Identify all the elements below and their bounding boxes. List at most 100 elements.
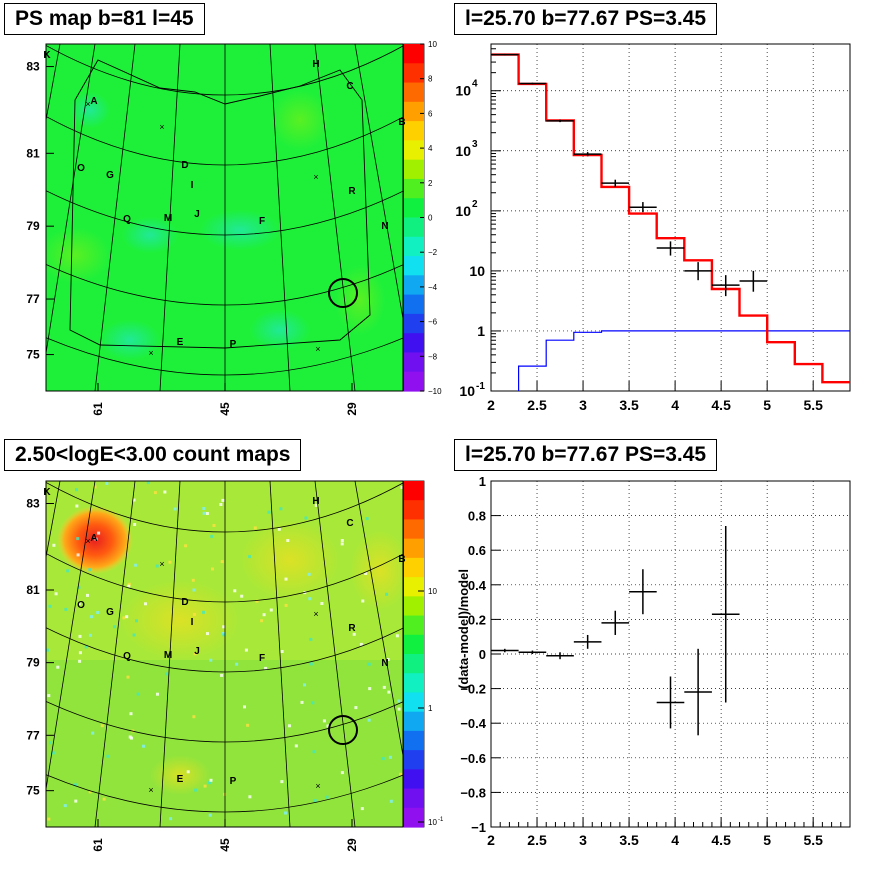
- noise-pixel: [220, 673, 224, 677]
- residual-panel: 2 2.5 3 3.5 4 4.5 5 5.5 1 0.8 0.6 0.4 0.2 0 −0.2 −0.4 −0…: [456, 474, 851, 848]
- colorbar-swatch: [404, 807, 424, 828]
- noise-pixel: [51, 751, 55, 755]
- noise-pixel: [91, 731, 95, 735]
- noise-pixel: [221, 498, 225, 502]
- noise-pixel: [90, 615, 93, 619]
- noise-pixel: [220, 560, 224, 564]
- residual-x-tick-label: 5: [763, 832, 771, 848]
- noise-pixel: [280, 780, 284, 784]
- count-map-grid: [46, 481, 403, 827]
- source-label: R: [348, 623, 356, 634]
- noise-pixel: [64, 607, 68, 611]
- noise-pixel: [206, 632, 209, 636]
- map-y-tick-label: 83: [26, 60, 40, 74]
- noise-pixel: [284, 811, 287, 815]
- residual-y-tick-label: 0.6: [468, 543, 486, 558]
- residual-x-tick-label: 2: [487, 832, 495, 848]
- source-label: F: [259, 653, 265, 664]
- noise-pixel: [262, 613, 266, 617]
- source-label: Q: [123, 214, 131, 225]
- noise-pixel: [235, 662, 239, 666]
- colorbar-swatch: [404, 371, 424, 392]
- residual-y-tick-label: −1: [471, 820, 486, 835]
- colorbar-swatch: [404, 275, 424, 296]
- colorbar-tick-label: 10: [428, 40, 437, 49]
- noise-pixel: [307, 572, 311, 576]
- source-label: F: [259, 216, 265, 227]
- noise-pixel: [222, 633, 226, 637]
- source-label: D: [181, 160, 188, 171]
- source-cross-marker: ×: [85, 536, 90, 546]
- noise-pixel: [84, 645, 88, 649]
- colorbar-swatch: [404, 101, 424, 122]
- map-y-tick-label: 83: [26, 496, 40, 510]
- source-label: Q: [123, 651, 131, 662]
- noise-pixel: [219, 503, 223, 506]
- noise-pixel: [202, 610, 205, 614]
- noise-pixel: [169, 817, 173, 821]
- noise-pixel: [260, 619, 264, 623]
- source-label: J: [194, 646, 200, 657]
- colorbar-swatch: [404, 178, 424, 199]
- source-label: A: [90, 533, 97, 544]
- noise-pixel: [46, 648, 49, 652]
- colorbar-swatch: [404, 769, 424, 790]
- noise-pixel: [382, 685, 386, 689]
- colorbar-swatch: [404, 121, 424, 141]
- noise-pixel: [125, 615, 129, 619]
- noise-pixel: [280, 650, 284, 653]
- noise-pixel: [294, 744, 298, 748]
- colorbar-tick-label: 6: [428, 109, 433, 118]
- noise-pixel: [211, 567, 214, 571]
- noise-pixel: [397, 707, 401, 711]
- noise-pixel: [312, 750, 316, 754]
- noise-pixel: [105, 482, 109, 485]
- colorbar-swatch: [404, 692, 424, 713]
- map-y-tick-label: 75: [26, 348, 40, 362]
- source-cross-marker: ×: [148, 348, 153, 358]
- colorbar-swatch: [404, 217, 424, 238]
- noise-pixel: [153, 491, 157, 495]
- noise-pixel: [314, 503, 318, 507]
- noise-pixel: [75, 504, 79, 508]
- spectrum-y-tick-exponent: 4: [472, 79, 478, 90]
- noise-pixel: [400, 485, 403, 489]
- noise-pixel: [156, 692, 159, 696]
- noise-pixel: [203, 784, 207, 788]
- residual-frame: [490, 480, 851, 828]
- noise-pixel: [284, 577, 288, 581]
- source-label: C: [346, 81, 353, 92]
- noise-pixel: [173, 507, 177, 511]
- spectrum-x-tick-label: 3: [579, 397, 587, 413]
- noise-pixel: [320, 602, 324, 605]
- noise-pixel: [322, 719, 326, 723]
- map-x-tick-label: 29: [345, 402, 359, 416]
- colorbar-tick-label: 8: [428, 75, 433, 84]
- noise-pixel: [142, 744, 145, 748]
- residual-x-tick-label: 4: [671, 832, 679, 848]
- spectrum-y-tick-label: 10: [455, 203, 471, 219]
- noise-pixel: [77, 602, 81, 606]
- noise-pixel: [86, 593, 89, 597]
- map-y-tick-label: 77: [26, 292, 40, 306]
- noise-pixel: [395, 634, 399, 638]
- noise-pixel: [360, 807, 364, 811]
- source-label: E: [177, 337, 184, 348]
- noise-pixel: [186, 770, 190, 774]
- colorbar-swatch: [404, 198, 424, 219]
- noise-pixel: [47, 817, 51, 821]
- residual-y-tick-label: 0.4: [468, 578, 487, 593]
- source-label: B: [398, 554, 405, 565]
- noise-pixel: [244, 648, 248, 652]
- residual-x-tick-label: 4.5: [711, 832, 731, 848]
- residual-y-axis-label: (data-model)/model: [456, 569, 471, 689]
- noise-pixel: [233, 589, 237, 593]
- count-map-target-circle: [328, 715, 358, 745]
- noise-pixel: [48, 604, 52, 608]
- map-x-tick-label: 45: [218, 838, 232, 852]
- colorbar-swatch: [404, 44, 424, 64]
- map-y-tick-label: 81: [26, 146, 40, 160]
- residual-y-tick-label: −0.8: [460, 785, 486, 800]
- noise-pixel: [253, 526, 257, 530]
